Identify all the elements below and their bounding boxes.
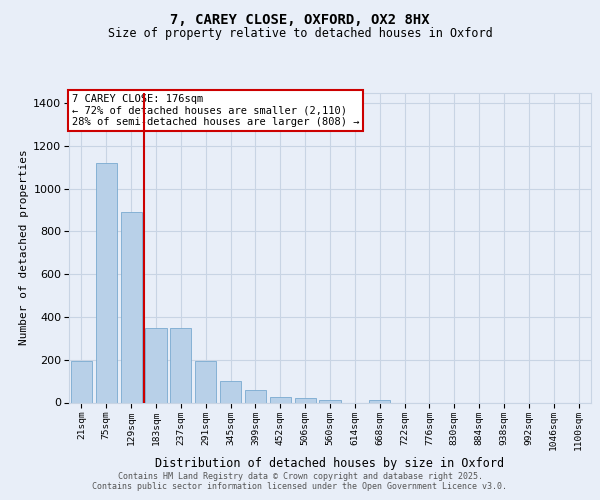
Bar (96, 163, 117, 402)
Bar (121, 212, 142, 402)
Text: Size of property relative to detached houses in Oxford: Size of property relative to detached ho… (107, 28, 493, 40)
Bar (270, 397, 291, 402)
Bar (145, 328, 167, 402)
Bar (220, 381, 241, 402)
Bar (71, 361, 92, 403)
Bar (369, 400, 390, 402)
Text: 7 CAREY CLOSE: 176sqm
← 72% of detached houses are smaller (2,110)
28% of semi-d: 7 CAREY CLOSE: 176sqm ← 72% of detached … (71, 94, 359, 127)
Text: 7, CAREY CLOSE, OXFORD, OX2 8HX: 7, CAREY CLOSE, OXFORD, OX2 8HX (170, 12, 430, 26)
X-axis label: Distribution of detached houses by size in Oxford: Distribution of detached houses by size … (155, 458, 505, 470)
Bar (319, 400, 341, 402)
Y-axis label: Number of detached properties: Number of detached properties (19, 150, 29, 346)
Bar (295, 398, 316, 402)
Bar (195, 361, 216, 403)
Text: Contains HM Land Registry data © Crown copyright and database right 2025.
Contai: Contains HM Land Registry data © Crown c… (92, 472, 508, 491)
Bar (170, 328, 191, 402)
Bar (245, 390, 266, 402)
